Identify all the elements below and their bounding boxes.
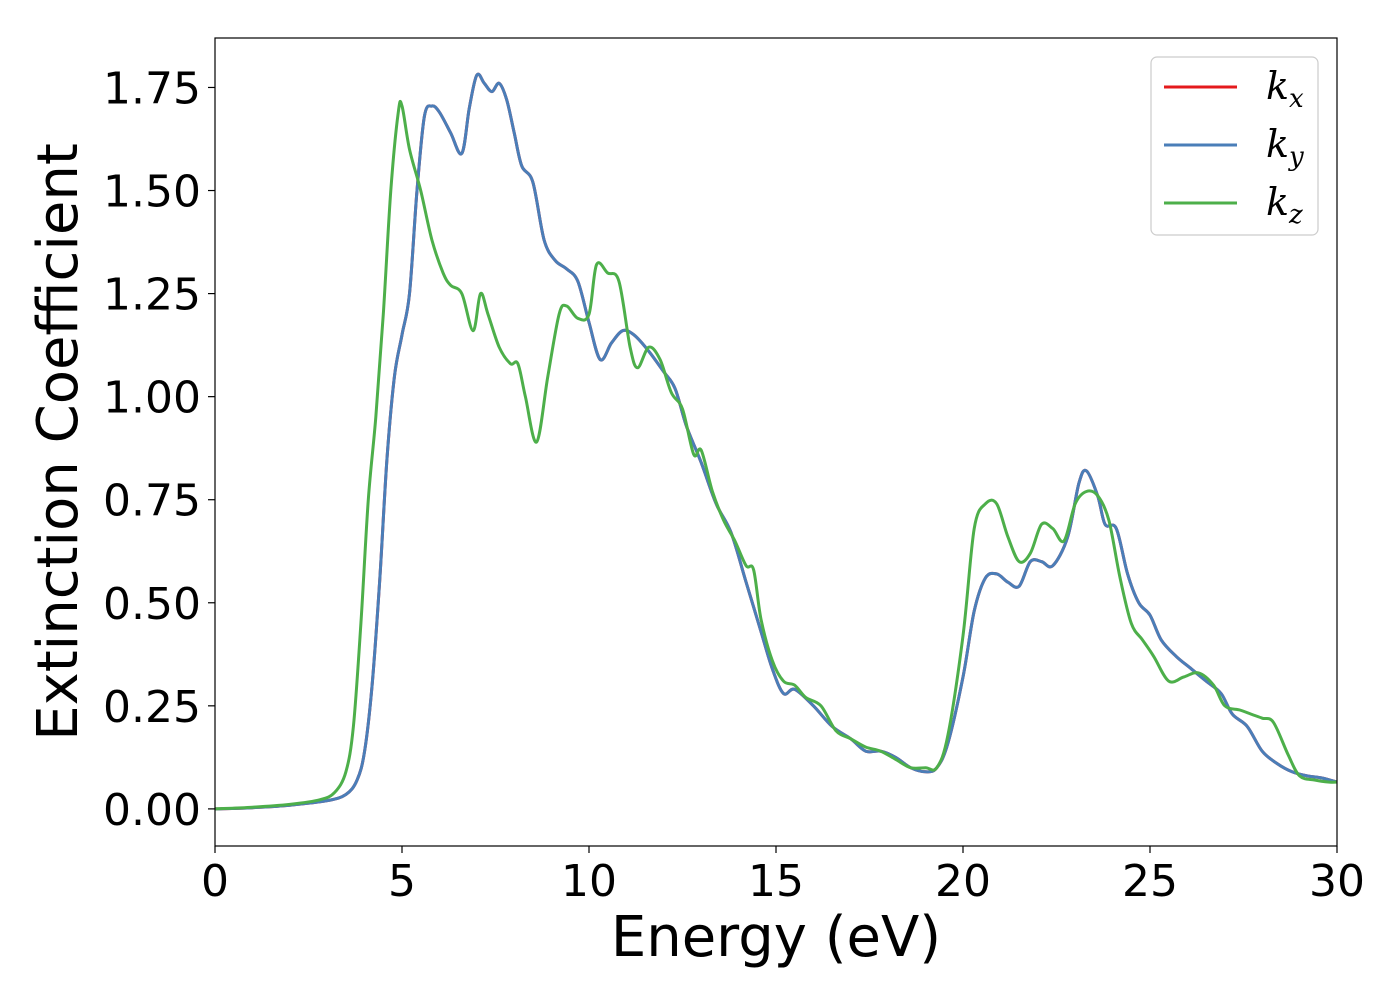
y-tick-label: 1.25 <box>103 270 201 321</box>
series-line-ky <box>215 72 1337 811</box>
series-line-kz <box>215 99 1337 811</box>
y-tick-label: 0.75 <box>103 476 201 527</box>
x-tick-label: 10 <box>561 856 617 907</box>
legend-label-kx: kx <box>1266 64 1304 114</box>
y-tick-label: 1.50 <box>103 167 201 218</box>
series-layer <box>215 72 1337 811</box>
x-tick-label: 30 <box>1309 856 1365 907</box>
x-tick-label: 15 <box>748 856 804 907</box>
y-axis-title: Extinction Coefficient <box>26 143 91 741</box>
legend: kx ky kz <box>1150 56 1319 236</box>
x-tick-label: 0 <box>201 856 229 907</box>
y-tick-label: 1.75 <box>103 63 201 114</box>
legend-label-ky: ky <box>1266 122 1304 172</box>
x-tick-label: 20 <box>935 856 991 907</box>
x-tick-label: 5 <box>388 856 416 907</box>
legend-label-kz: kz <box>1266 180 1303 230</box>
y-tick-label: 0.50 <box>103 579 201 630</box>
y-tick-label: 0.25 <box>103 682 201 733</box>
x-axis-title: Energy (eV) <box>611 905 941 970</box>
y-tick-label: 0.00 <box>103 785 201 836</box>
y-tick-label: 1.00 <box>103 373 201 424</box>
y-axis: 0.00 0.25 0.50 0.75 1.00 1.25 1.50 1.75 <box>103 63 215 836</box>
x-tick-label: 25 <box>1122 856 1178 907</box>
x-axis: 0 5 10 15 20 25 30 <box>201 846 1365 907</box>
